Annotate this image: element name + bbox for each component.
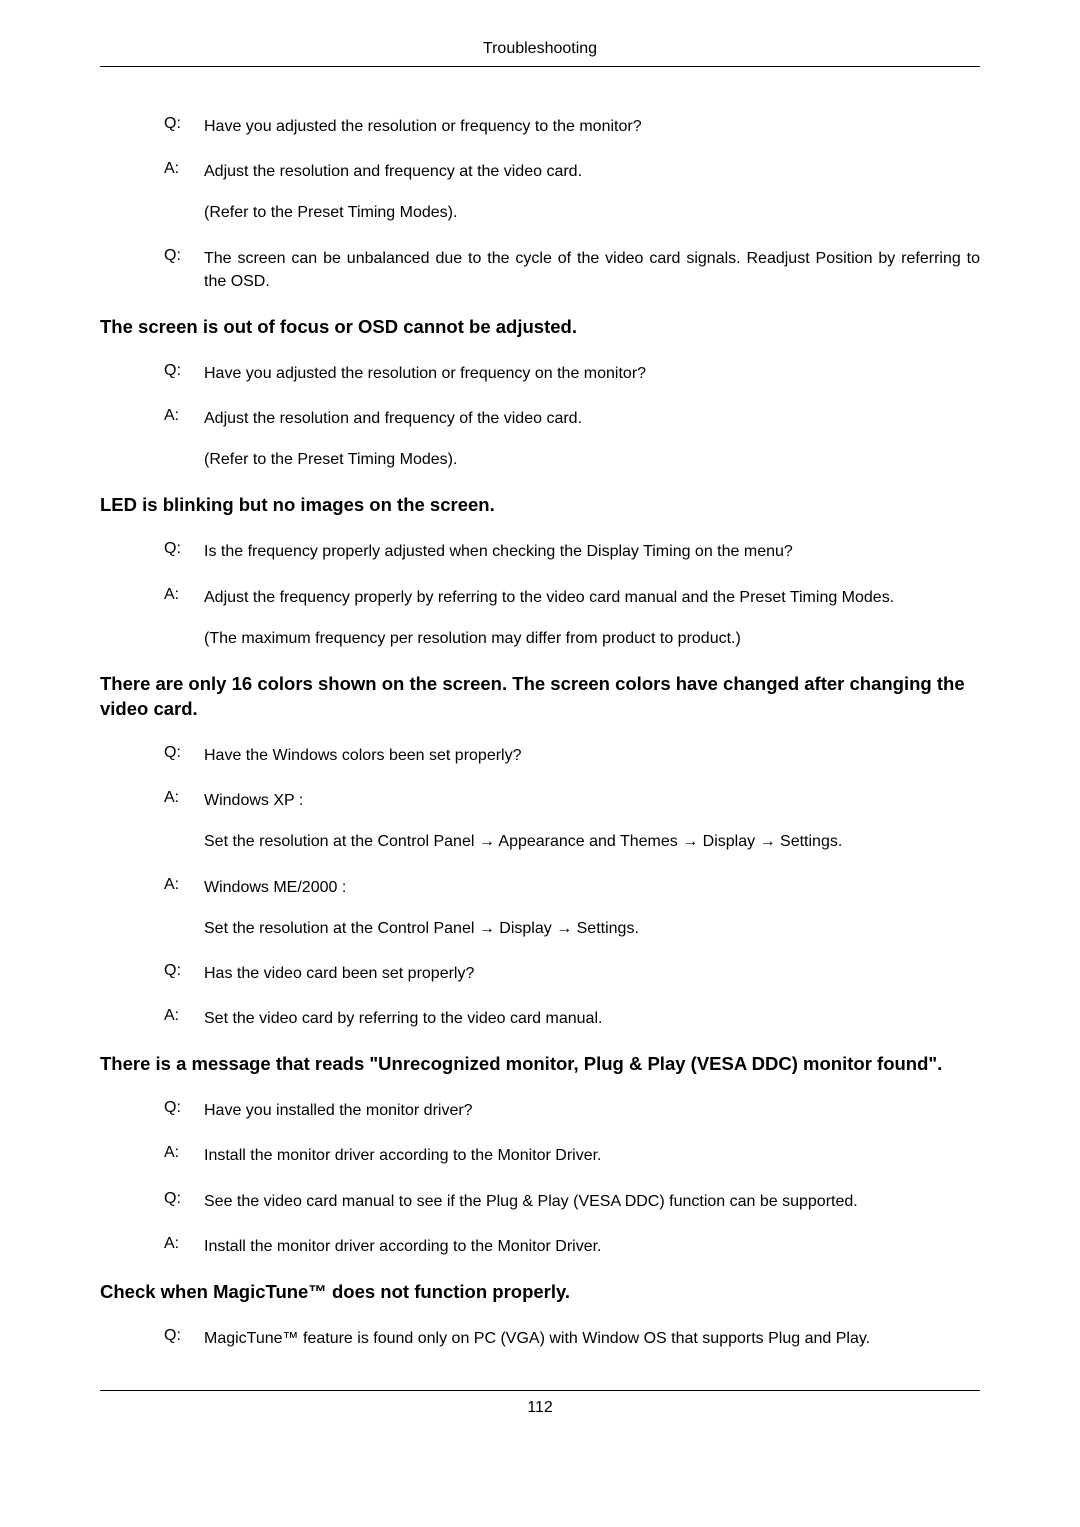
qa-label: A: [164,160,204,224]
qa-text-sub: (Refer to the Preset Timing Modes). [204,201,582,224]
qa-text-main: Adjust the resolution and frequency of t… [204,410,582,427]
qa-list-0: Q: Have you adjusted the resolution or f… [164,115,980,293]
qa-label: A: [164,1235,204,1258]
qa-item: A: Adjust the resolution and frequency a… [164,160,980,224]
qa-label: Q: [164,744,204,767]
qa-text-main: Adjust the resolution and frequency at t… [204,163,582,180]
section-heading: The screen is out of focus or OSD cannot… [100,315,980,340]
qa-text: Install the monitor driver according to … [204,1235,602,1258]
qa-item: A: Set the video card by referring to th… [164,1007,980,1030]
qa-list-4: Q: Have you installed the monitor driver… [164,1099,980,1258]
qa-label: Q: [164,540,204,563]
qa-item: Q: MagicTune™ feature is found only on P… [164,1327,980,1350]
qa-item: Q: Have you adjusted the resolution or f… [164,362,980,385]
section-heading: Check when MagicTune™ does not function … [100,1280,980,1305]
qa-text: See the video card manual to see if the … [204,1190,858,1213]
page-number: 112 [527,1399,553,1416]
qa-text: Adjust the resolution and frequency of t… [204,407,582,471]
qa-text: Windows XP : Set the resolution at the C… [204,789,842,853]
qa-item: A: Install the monitor driver according … [164,1144,980,1167]
qa-text: Set the video card by referring to the v… [204,1007,602,1030]
page-footer: 112 [100,1390,980,1417]
qa-label: Q: [164,1190,204,1213]
qa-list-3: Q: Have the Windows colors been set prop… [164,744,980,1030]
qa-text: MagicTune™ feature is found only on PC (… [204,1327,870,1350]
qa-label: Q: [164,247,204,293]
qa-text: Install the monitor driver according to … [204,1144,602,1167]
qa-item: Q: Is the frequency properly adjusted wh… [164,540,980,563]
qa-label: Q: [164,1327,204,1350]
qa-text: Have you adjusted the resolution or freq… [204,362,646,385]
qa-item: A: Install the monitor driver according … [164,1235,980,1258]
qa-text: The screen can be unbalanced due to the … [204,247,980,293]
qa-text: Adjust the resolution and frequency at t… [204,160,582,224]
qa-list-2: Q: Is the frequency properly adjusted wh… [164,540,980,650]
qa-text: Have the Windows colors been set properl… [204,744,522,767]
qa-list-5: Q: MagicTune™ feature is found only on P… [164,1327,980,1350]
qa-label: Q: [164,362,204,385]
qa-item: A: Windows ME/2000 : Set the resolution … [164,876,980,940]
qa-item: A: Windows XP : Set the resolution at th… [164,789,980,853]
qa-text-main: Windows ME/2000 : [204,879,346,896]
qa-label: Q: [164,1099,204,1122]
qa-item: A: Adjust the frequency properly by refe… [164,586,980,650]
qa-text: Windows ME/2000 : Set the resolution at … [204,876,639,940]
qa-item: Q: Has the video card been set properly? [164,962,980,985]
qa-list-1: Q: Have you adjusted the resolution or f… [164,362,980,472]
qa-text-sub: (The maximum frequency per resolution ma… [204,627,894,650]
qa-label: A: [164,789,204,853]
qa-text: Is the frequency properly adjusted when … [204,540,793,563]
qa-text-main: Adjust the frequency properly by referri… [204,589,894,606]
page-header-title: Troubleshooting [100,40,980,67]
qa-item: Q: See the video card manual to see if t… [164,1190,980,1213]
qa-text: Have you adjusted the resolution or freq… [204,115,642,138]
qa-item: A: Adjust the resolution and frequency o… [164,407,980,471]
qa-label: A: [164,586,204,650]
qa-label: Q: [164,962,204,985]
qa-item: Q: Have the Windows colors been set prop… [164,744,980,767]
qa-label: A: [164,1144,204,1167]
qa-text: Has the video card been set properly? [204,962,474,985]
qa-item: Q: Have you adjusted the resolution or f… [164,115,980,138]
section-heading: There are only 16 colors shown on the sc… [100,672,980,722]
qa-item: Q: The screen can be unbalanced due to t… [164,247,980,293]
qa-label: Q: [164,115,204,138]
section-heading: There is a message that reads "Unrecogni… [100,1052,980,1077]
qa-text-sub: Set the resolution at the Control Panel … [204,830,842,853]
qa-text-sub: (Refer to the Preset Timing Modes). [204,448,582,471]
qa-label: A: [164,407,204,471]
qa-text-main: Windows XP : [204,792,303,809]
qa-text: Adjust the frequency properly by referri… [204,586,894,650]
qa-text: Have you installed the monitor driver? [204,1099,473,1122]
qa-text-sub: Set the resolution at the Control Panel … [204,917,639,940]
section-heading: LED is blinking but no images on the scr… [100,493,980,518]
qa-label: A: [164,876,204,940]
qa-item: Q: Have you installed the monitor driver… [164,1099,980,1122]
qa-label: A: [164,1007,204,1030]
